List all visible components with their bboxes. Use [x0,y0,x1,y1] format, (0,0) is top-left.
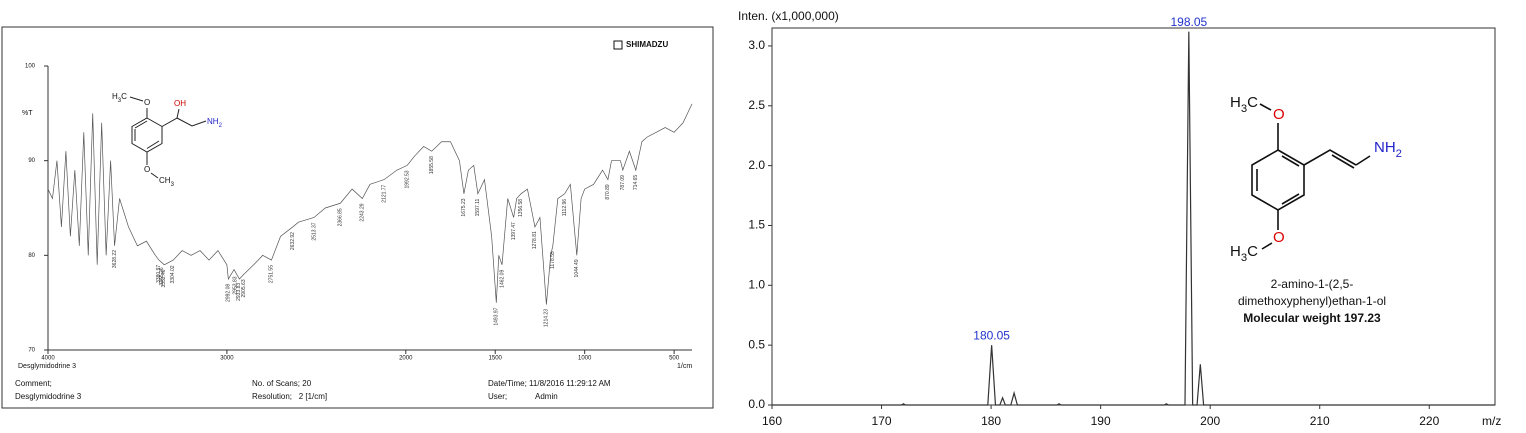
y-tick-label: 3.0 [748,38,765,52]
x-tick-label: 1500 [489,356,503,362]
resolution: Resolution; 2 [1/cm] [252,392,327,401]
peak-label: 1462.09 [499,270,505,288]
atom-label: H3C [1230,243,1258,264]
peak-label: 870.89 [605,184,611,200]
molecular-weight: Molecular weight 197.23 [1243,311,1381,325]
caption: dimethoxyphenyl)ethan-1-ol [1238,294,1386,308]
x-tick-label: 3000 [220,356,234,362]
y-axis-label: Inten. (x1,000,000) [738,9,839,23]
caption: 2-amino-1-(2,5- [1271,277,1354,291]
atom-label: NH2 [207,117,223,128]
x-tick-label: 1000 [578,356,592,362]
peak-label: 3380.97 [156,265,162,283]
peak-label: 1597.11 [475,198,481,216]
x-tick-label: 180 [981,414,1001,428]
atom-label: O [144,165,150,174]
user-label: User; [488,392,507,401]
peak-label: 180.05 [973,328,1010,342]
atom-label: OH [174,99,186,108]
peak-label: 787.09 [620,175,626,191]
y-tick-label: 0.5 [748,337,765,351]
y-tick-label: 100 [25,64,36,70]
ms-structure: H3C O NH2 O H3C [1230,94,1402,264]
peak-label: 1178.55 [550,251,556,269]
user: Admin [535,392,558,401]
peak-label: 1675.23 [461,198,467,216]
x-tick-label: 2000 [399,356,413,362]
brand-logo [613,40,623,50]
x-tick-label: 200 [1200,414,1220,428]
atom-label: O [144,98,150,107]
atom-label: H3C [1230,94,1258,115]
peak-label: 714.65 [633,175,639,191]
comment-label: Comment; [15,379,52,388]
peak-label: 1855.58 [429,156,435,174]
ring [131,117,163,153]
peak-label: 2121.77 [381,184,387,202]
peak-label: 2751.55 [269,265,275,283]
brand: SHIMADZU [626,40,668,49]
y-tick-label: 2.5 [748,98,765,112]
x-tick-label: 500 [669,356,680,362]
y-tick-label: 70 [28,348,35,354]
comment: Desglymidodrine 3 [15,392,82,401]
y-tick-label: 1.5 [748,218,765,232]
ring-bonds [134,120,160,149]
peak-label: 1278.81 [532,231,538,249]
peak-label: 2513.37 [311,222,317,240]
peak-label: 1992.53 [404,170,410,188]
peak-label: 2905.63 [241,279,247,297]
peak-label: 3304.02 [170,265,176,283]
y-tick-label: 80 [28,253,35,259]
ir-structure: H3C O OH NH2 O CH3 [112,92,223,187]
peak-label: 1356.58 [518,199,524,217]
ring [1251,149,1305,211]
peak-label: 2992.08 [226,284,232,302]
bonds [1259,103,1371,250]
ring-bonds [1256,155,1300,205]
x-tick-label: 220 [1419,414,1439,428]
atom-label: O [1273,106,1285,123]
peak-label: 2632.92 [290,232,296,250]
scans: No. of Scans; 20 [252,379,312,388]
datetime: Date/Time; 11/8/2016 11:29:12 AM [488,379,611,388]
peak-label: 1112.96 [562,199,568,217]
x-tick-label: 210 [1310,414,1330,428]
peak-label: 2953.83 [232,276,238,294]
atom-label: O [1273,229,1285,246]
peak-label: 2366.85 [337,208,343,226]
x-axis-label: m/z [1482,414,1501,428]
ir-panel-frame [1,26,714,409]
peak-label: 3628.22 [112,250,118,268]
x-tick-label: 190 [1091,414,1111,428]
x-axis-label: 1/cm [677,363,692,370]
peak-label: 3365.26 [159,267,165,285]
atom-label: NH2 [1374,139,1402,160]
x-tick-label: 4000 [41,356,55,362]
atom-label: H3C [112,92,127,103]
y-tick-label: 1.0 [748,277,765,291]
plot-frame [771,27,1496,406]
peak-label: 2933.83 [236,283,242,301]
y-axis-label: %T [22,110,33,117]
x-tick-label: 160 [762,414,782,428]
y-tick-label: 2.0 [748,158,765,172]
peak-label: 198.05 [1170,15,1207,29]
peak-label: 1493.97 [494,307,500,325]
peak-label: 1397.47 [511,222,517,240]
peak-label: 2243.29 [360,203,366,221]
atom-label: CH3 [159,176,175,187]
spectrum-line [772,31,1495,406]
sample-label: Desglymidodrine 3 [18,363,76,370]
x-tick-label: 170 [872,414,892,428]
y-tick-label: 90 [28,158,35,164]
peak-label: 1214.23 [544,309,550,327]
y-tick-label: 0.0 [748,397,765,411]
spectrum-line [47,103,693,305]
bonds [129,96,207,179]
peak-label: 1044.49 [574,259,580,277]
peak-label: 3352.46 [161,269,167,287]
